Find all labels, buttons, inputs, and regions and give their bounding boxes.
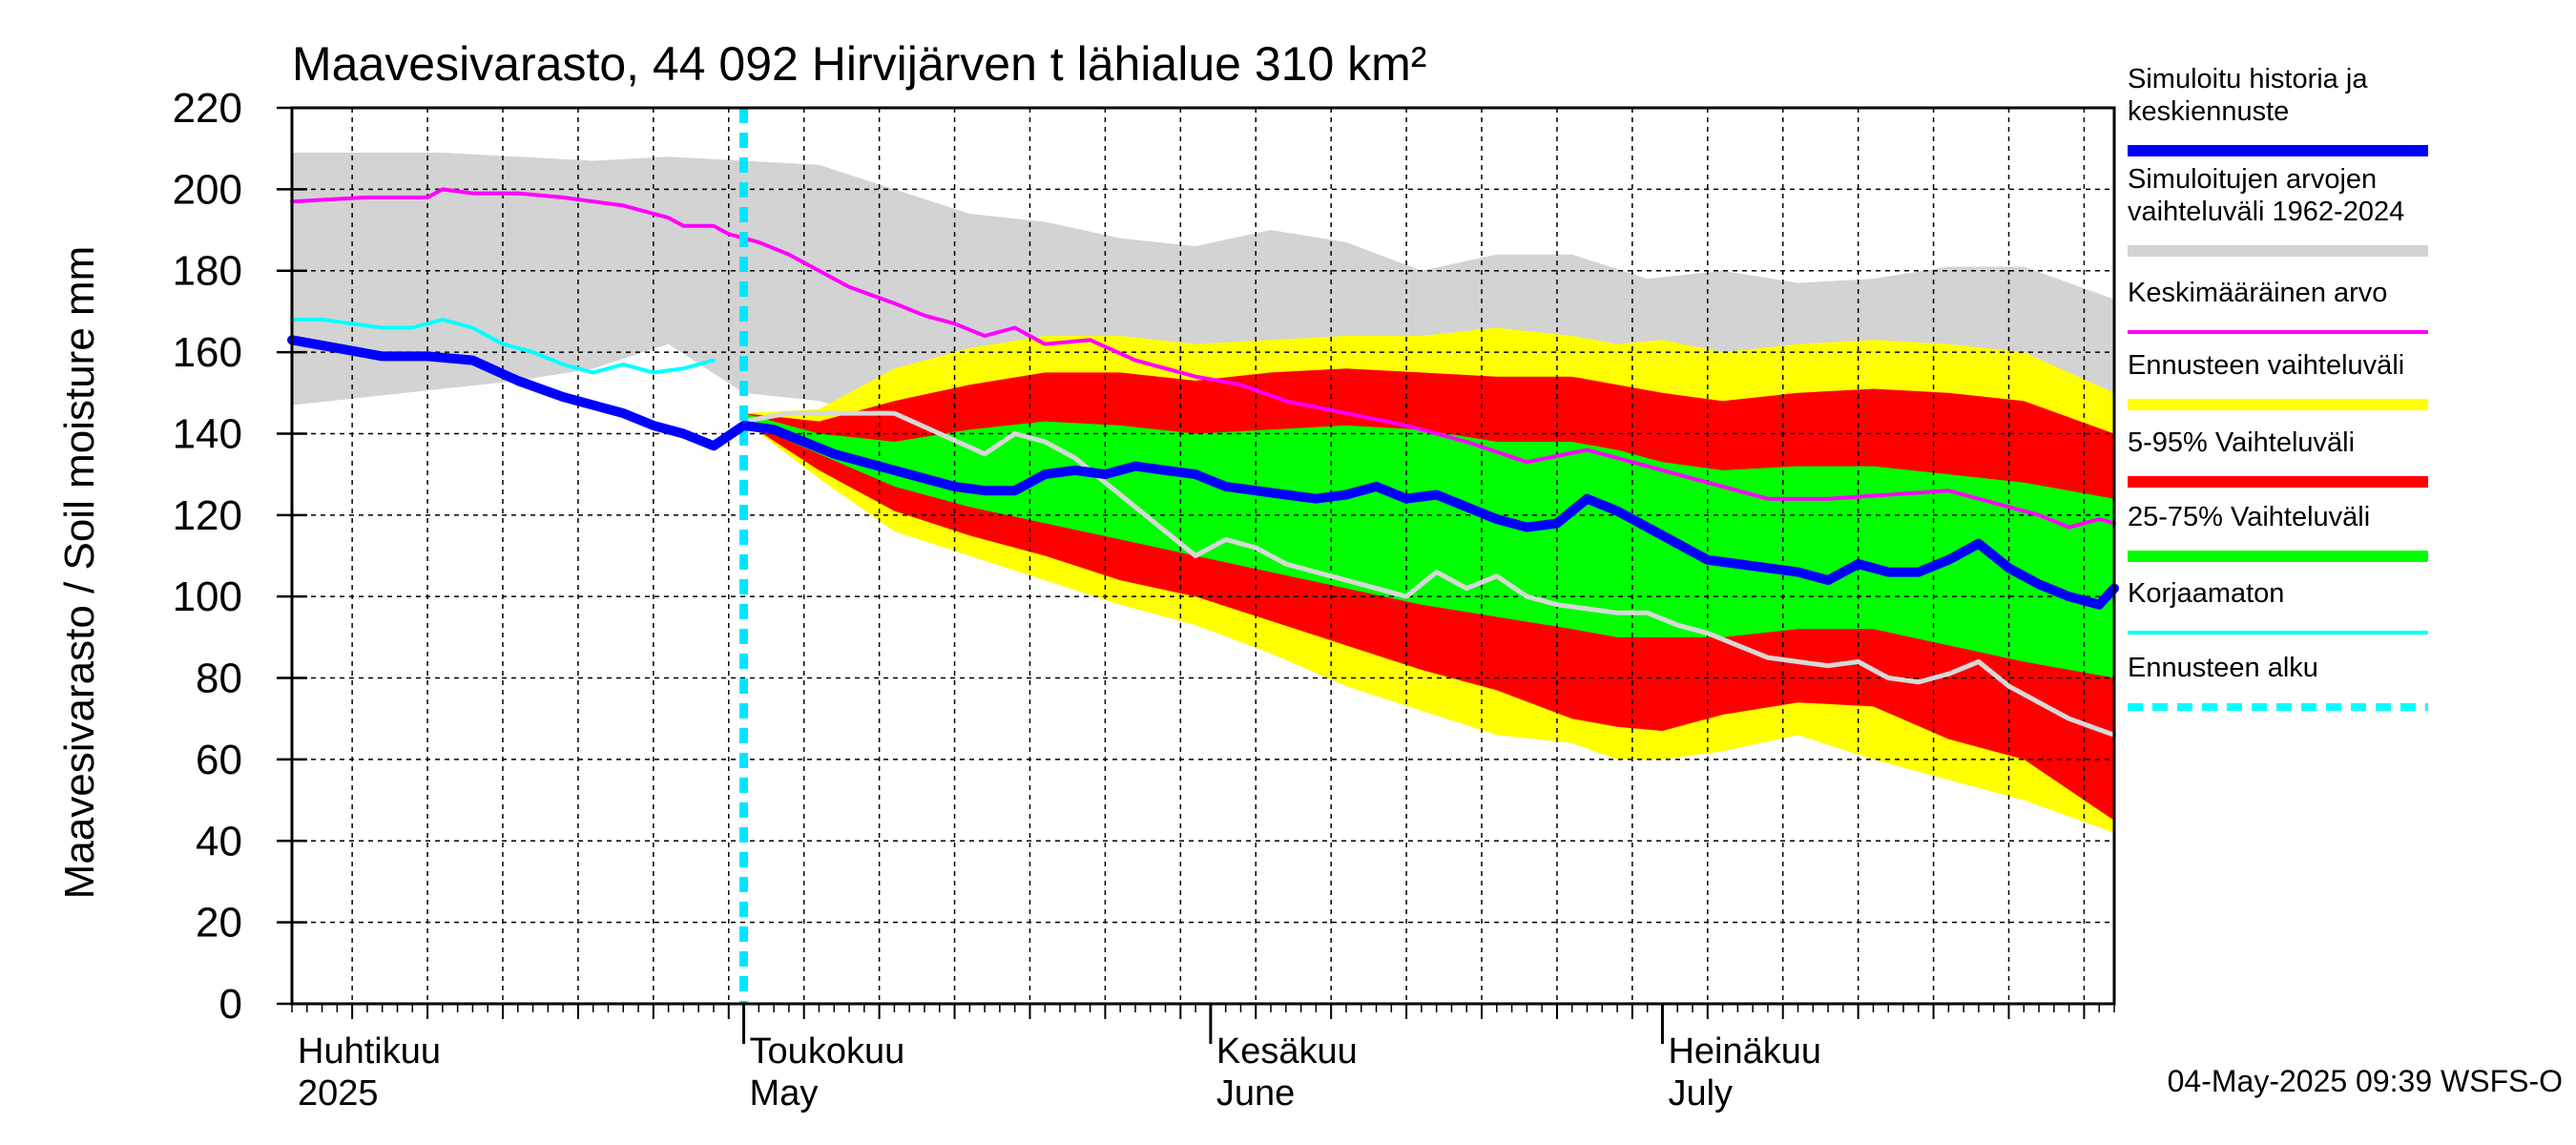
legend-label: Simuloitujen arvojen bbox=[2128, 164, 2377, 195]
line-korjaamaton bbox=[290, 317, 716, 375]
plot-frame bbox=[290, 106, 2116, 1006]
y-tick-label: 20 bbox=[196, 900, 242, 947]
y-tick-label: 220 bbox=[173, 85, 242, 132]
line-keskimaarainen-arvo bbox=[290, 187, 2116, 530]
timestamp: 04-May-2025 09:39 WSFS-O bbox=[2168, 1064, 2563, 1098]
y-axis-label: Maavesivarasto / Soil moisture mm bbox=[56, 246, 103, 900]
y-tick-label: 40 bbox=[196, 818, 242, 864]
legend-label: Keskimääräinen arvo bbox=[2128, 278, 2387, 308]
legend-label: Ennusteen vaihteluväli bbox=[2128, 350, 2404, 381]
month-label-en: June bbox=[1216, 1073, 1295, 1114]
legend-label: 5-95% Vaihteluväli bbox=[2128, 427, 2355, 458]
y-tick-label: 120 bbox=[173, 492, 242, 539]
y-tick-label: 0 bbox=[219, 981, 242, 1028]
month-label-fi: Kesäkuu bbox=[1216, 1031, 1358, 1072]
legend-label: Simuloitu historia ja bbox=[2128, 64, 2368, 94]
axes: 0 20 40 60 80 100 120 140 160 180 200 220 Huhtikuu20… bbox=[173, 85, 2115, 1114]
series-lines bbox=[287, 108, 2119, 1004]
plot-border bbox=[290, 106, 2116, 1006]
month-label-en: July bbox=[1668, 1073, 1733, 1114]
month-label-en: 2025 bbox=[298, 1073, 379, 1114]
legend-label: keskiennuste bbox=[2128, 96, 2289, 127]
legend-label: Ennusteen alku bbox=[2128, 653, 2318, 683]
y-tick-label: 60 bbox=[196, 737, 242, 783]
line-white-line bbox=[741, 410, 2117, 738]
legend-label: 25-75% Vaihteluväli bbox=[2128, 502, 2370, 532]
line-simuloitu-historia-ja-keskiennuste bbox=[287, 335, 2119, 610]
y-tick-label: 200 bbox=[173, 166, 242, 213]
range-bands bbox=[292, 153, 2114, 833]
month-label-fi: Heinäkuu bbox=[1668, 1031, 1821, 1072]
grid bbox=[292, 108, 2114, 1004]
chart-title: Maavesivarasto, 44 092 Hirvijärven t läh… bbox=[292, 37, 1426, 91]
y-tick-label: 100 bbox=[173, 573, 242, 620]
y-tick-label: 140 bbox=[173, 410, 242, 457]
y-tick-label: 180 bbox=[173, 248, 242, 295]
month-label-fi: Toukokuu bbox=[750, 1031, 905, 1072]
month-label-fi: Huhtikuu bbox=[298, 1031, 441, 1072]
y-tick-label: 160 bbox=[173, 329, 242, 376]
legend-label: vaihteluväli 1962-2024 bbox=[2128, 197, 2404, 227]
legend-label: Korjaamaton bbox=[2128, 578, 2284, 609]
month-label-en: May bbox=[750, 1073, 819, 1114]
y-tick-label: 80 bbox=[196, 656, 242, 702]
band-25-75-vaihteluvali bbox=[743, 413, 2114, 678]
